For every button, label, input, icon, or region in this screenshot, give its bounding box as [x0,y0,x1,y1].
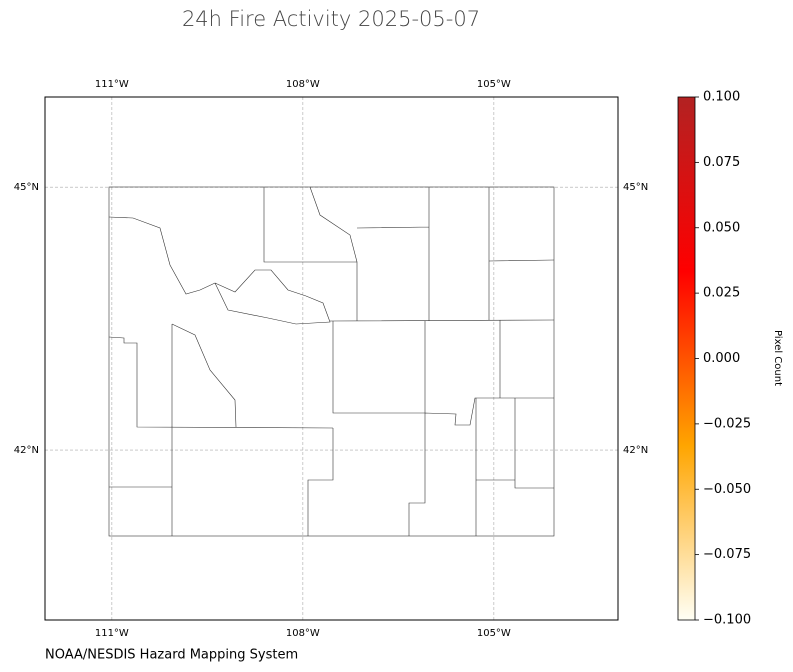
county-line [109,320,554,536]
colorbar-tick-label: −0.050 [703,482,751,497]
colorbar-label: Pixel Count [772,330,783,386]
county-borders [108,186,555,537]
county-line [108,216,331,325]
x-tick-label: 111°W [95,79,129,90]
x-tick-label: 111°W [95,628,129,639]
y-tick-label: 45°N [623,182,648,193]
colorbar-tick-label: 0.075 [703,155,740,170]
colorbar-tick-label: 0.050 [703,220,740,235]
x-tick-label: 108°W [286,79,320,90]
colorbar-tick-label: 0.000 [703,351,740,366]
colorbar [677,96,696,621]
colorbar-tick-label: 0.100 [703,90,740,105]
chart-title: 24h Fire Activity 2025-05-07 [182,7,480,31]
colorbar-tick-label: 0.025 [703,286,740,301]
y-tick-label: 42°N [14,445,39,456]
map-frame [44,96,619,621]
county-line [263,186,555,322]
colorbar-tick-label: −0.075 [703,547,751,562]
source-note: NOAA/NESDIS Hazard Mapping System [45,648,298,663]
y-tick-label: 42°N [623,445,648,456]
colorbar-tick-label: −0.025 [703,416,751,431]
county-line [108,321,426,536]
colorbar-tick-label: −0.100 [703,613,751,628]
x-tick-label: 108°W [286,628,320,639]
x-tick-label: 105°W [477,79,511,90]
x-tick-label: 105°W [477,628,511,639]
grid [45,97,618,620]
state-border [108,186,555,537]
y-tick-label: 45°N [14,182,39,193]
